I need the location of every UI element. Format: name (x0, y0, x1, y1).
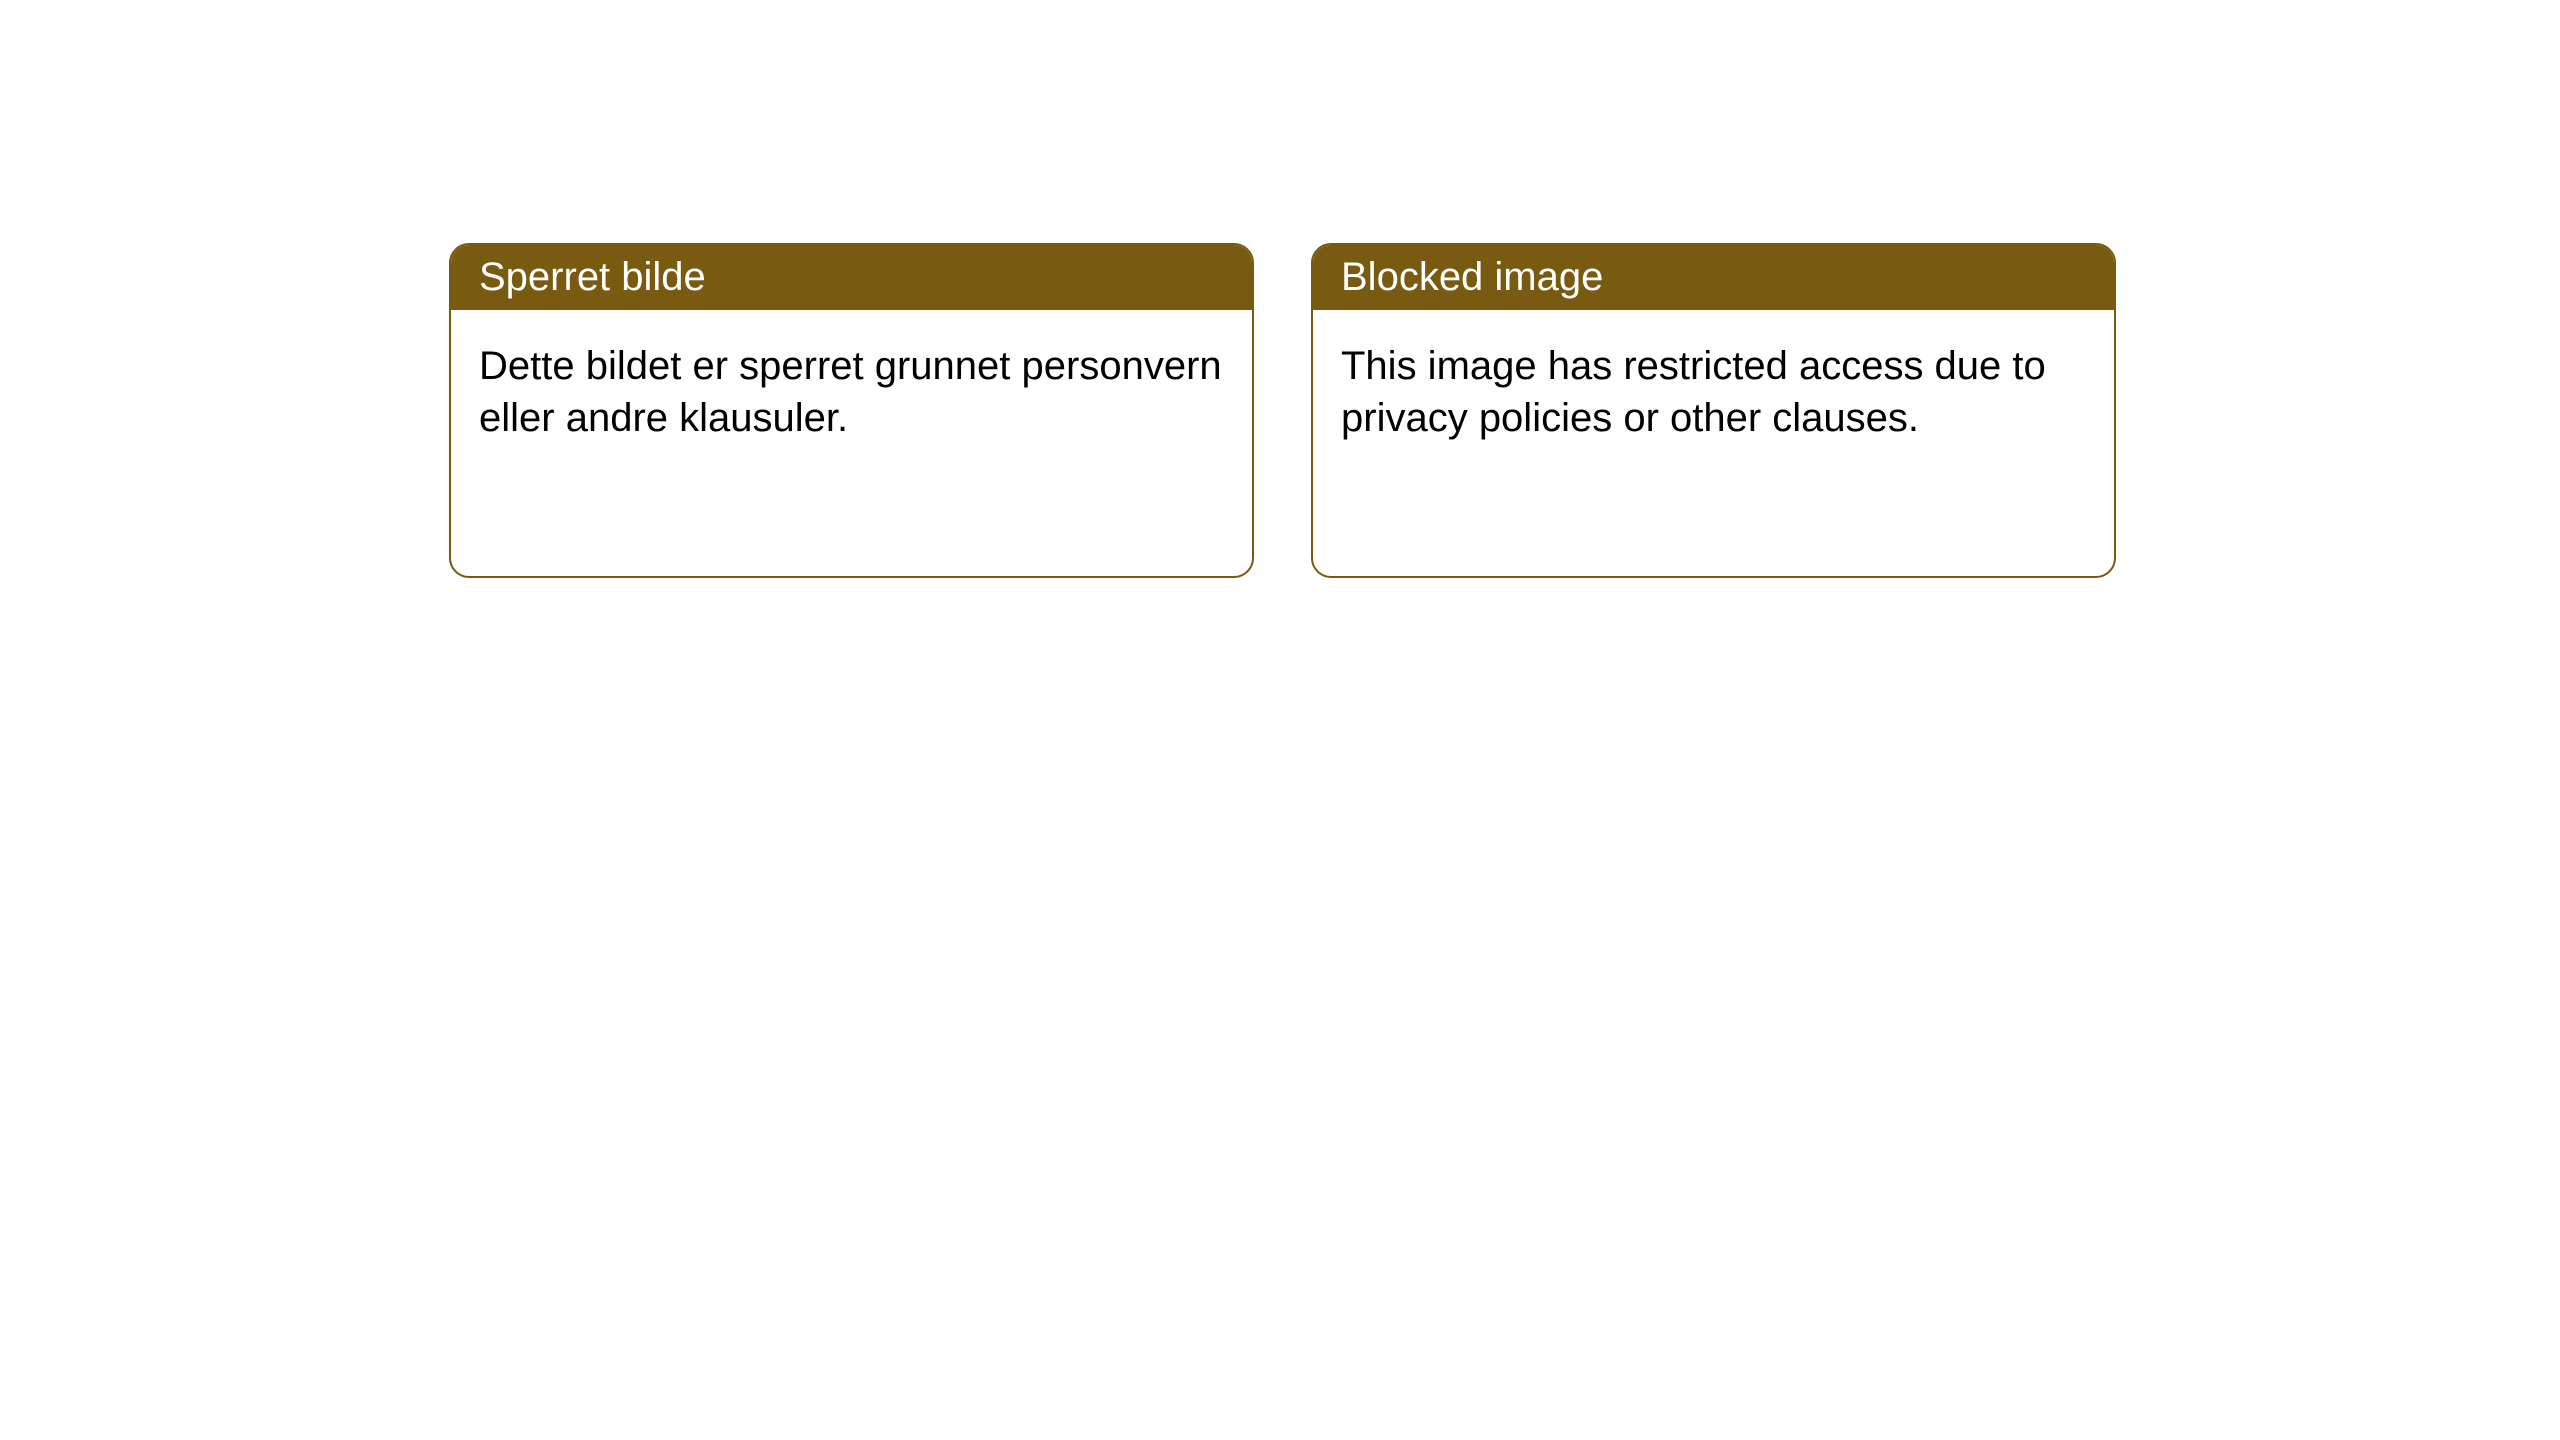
notice-card-norwegian: Sperret bilde Dette bildet er sperret gr… (449, 243, 1254, 578)
card-title: Blocked image (1341, 255, 1603, 299)
card-body-text: This image has restricted access due to … (1341, 344, 2046, 440)
card-title: Sperret bilde (479, 255, 706, 299)
card-header: Blocked image (1313, 245, 2114, 310)
card-body: Dette bildet er sperret grunnet personve… (451, 310, 1252, 474)
card-body: This image has restricted access due to … (1313, 310, 2114, 474)
card-header: Sperret bilde (451, 245, 1252, 310)
card-body-text: Dette bildet er sperret grunnet personve… (479, 344, 1222, 440)
notice-card-english: Blocked image This image has restricted … (1311, 243, 2116, 578)
notice-cards-container: Sperret bilde Dette bildet er sperret gr… (449, 243, 2560, 578)
